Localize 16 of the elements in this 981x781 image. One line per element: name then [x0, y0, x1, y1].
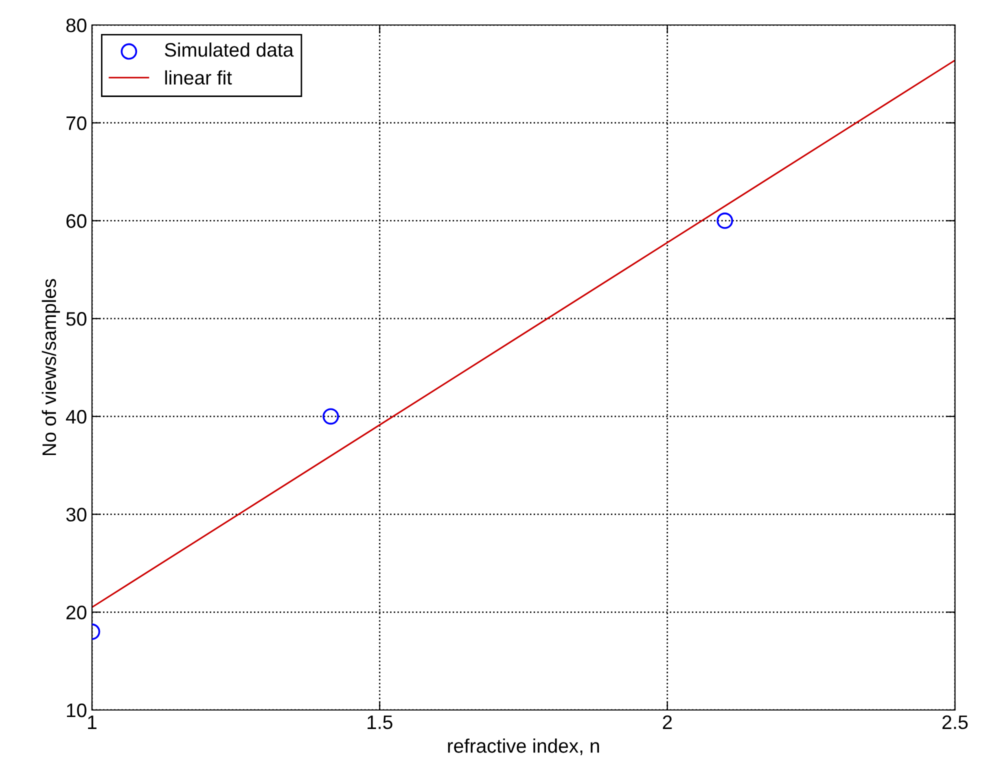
- x-tick-label: 1: [88, 716, 96, 729]
- x-axis-title: refractive index, n: [448, 738, 599, 756]
- legend-label: Simulated data: [164, 42, 294, 57]
- x-tick-label: 2.5: [942, 715, 968, 730]
- y-tick-label: 60: [66, 214, 86, 228]
- y-tick-label: 20: [66, 606, 86, 620]
- y-tick-label: 70: [66, 116, 86, 130]
- y-tick-label: 80: [66, 18, 86, 32]
- y-tick-label: 40: [66, 410, 86, 424]
- x-tick-label: 1.5: [368, 716, 392, 730]
- y-tick-label: 10: [66, 703, 86, 718]
- y-tick-label: 30: [66, 508, 86, 522]
- legend-label: linear fit: [165, 70, 232, 85]
- y-axis-title: No of views/samples: [42, 279, 60, 456]
- y-tick-label: 50: [66, 312, 86, 326]
- x-tick-label: 2: [662, 715, 672, 729]
